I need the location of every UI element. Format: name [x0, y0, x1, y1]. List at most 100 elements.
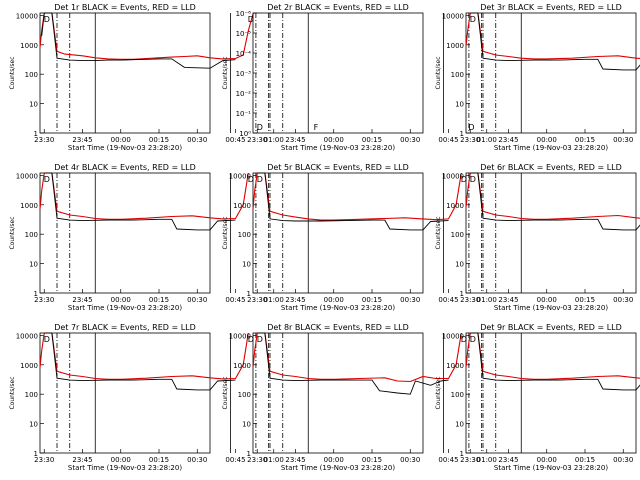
flag-marker: D	[470, 15, 476, 24]
y-tick-label: 10	[455, 421, 464, 429]
y-axis-label: Counts/sec	[9, 376, 16, 409]
plot-frame	[39, 172, 211, 294]
detector-panel-3: Det 3r BLACK = Events, RED = LLD Counts/s…	[435, 3, 640, 152]
detector-panel-6: Det 6r BLACK = Events, RED = LLD Counts/s…	[435, 163, 640, 312]
x-tick-label: 00:15	[149, 136, 169, 144]
lld-rate-line	[39, 12, 254, 60]
x-tick-label: 00:00	[111, 456, 131, 464]
flag-marker: D	[44, 335, 50, 344]
plot-frame	[465, 172, 637, 294]
x-tick-label: 00:30	[613, 136, 633, 144]
lld-rate-line	[465, 12, 640, 60]
x-tick-label: 23:30	[460, 296, 480, 304]
x-axis-label: Start Time (19-Nov-03 23:28:20)	[281, 304, 395, 312]
plot-frame	[252, 172, 424, 294]
x-tick-label: 23:30	[34, 456, 54, 464]
y-tick-label: 1000	[20, 362, 38, 370]
lld-rate-line	[465, 172, 640, 220]
panel-title: Det 7r BLACK = Events, RED = LLD	[54, 323, 196, 332]
y-axis-label: Counts/sec	[222, 216, 229, 249]
events-rate-line	[44, 172, 236, 231]
x-tick-label: 00:45	[438, 456, 458, 464]
y-tick-label: 1000	[233, 202, 251, 210]
detector-panel-2: Det 2r BLACK = Events, RED = LLD Counts/s…	[222, 3, 497, 152]
flag-marker: D	[248, 15, 254, 24]
y-tick-label: 10	[29, 261, 38, 269]
x-tick-label: 23:45	[72, 456, 92, 464]
x-tick-label: 00:00	[324, 456, 344, 464]
events-rate-line	[470, 172, 640, 231]
x-tick-label: 00:00	[111, 136, 131, 144]
y-tick-label: 10000	[442, 332, 464, 340]
y-axis-label: Counts/sec	[435, 216, 442, 249]
x-tick-label: 01:00	[264, 456, 284, 464]
x-tick-label: 23:30	[460, 456, 480, 464]
lld-rate-line	[252, 332, 462, 383]
x-tick-label: 00:15	[362, 296, 382, 304]
y-tick-label: 1000	[20, 42, 38, 50]
detector-panel-8: Det 8r BLACK = Events, RED = LLD Counts/s…	[222, 323, 497, 472]
x-tick-label: 23:45	[498, 136, 518, 144]
x-tick-label: 00:15	[575, 296, 595, 304]
x-tick-label: 00:30	[187, 136, 207, 144]
y-tick-label: 10	[242, 421, 251, 429]
y-tick-label: 1000	[20, 202, 38, 210]
x-axis-label: Start Time (19-Nov-03 23:28:20)	[281, 464, 395, 472]
flag-marker: D	[257, 335, 263, 344]
x-tick-label: 00:00	[324, 136, 344, 144]
x-tick-label: 23:30	[34, 296, 54, 304]
x-tick-label: 23:45	[285, 296, 305, 304]
y-tick-label: 1	[34, 450, 38, 458]
events-rate-line	[470, 332, 640, 391]
x-tick-label: 23:30	[247, 296, 267, 304]
y-tick-label: 100	[238, 231, 251, 239]
flag-marker: D	[248, 335, 254, 344]
flag-marker: D	[470, 335, 476, 344]
y-tick-label: 1000	[446, 202, 464, 210]
y-tick-label: 1	[34, 290, 38, 298]
y-tick-label: 10000	[442, 172, 464, 180]
panel-title: Det 2r BLACK = Events, RED = LLD	[267, 3, 409, 12]
x-tick-label: 00:30	[187, 296, 207, 304]
y-tick-label: 10000	[442, 12, 464, 20]
x-tick-label: 01:00	[264, 136, 284, 144]
x-axis-label: Start Time (19-Nov-03 23:28:20)	[68, 144, 182, 152]
x-tick-label: 23:30	[34, 136, 54, 144]
panel-title: Det 9r BLACK = Events, RED = LLD	[480, 323, 622, 332]
flag-marker: D	[44, 175, 50, 184]
y-tick-label: 1000	[446, 362, 464, 370]
x-tick-label: 00:30	[187, 456, 207, 464]
flag-marker: D	[257, 123, 263, 132]
x-tick-label: 23:45	[72, 296, 92, 304]
y-axis-label: Counts/sec	[9, 56, 16, 89]
panel-title: Det 5r BLACK = Events, RED = LLD	[267, 163, 409, 172]
x-tick-label: 01:00	[477, 136, 497, 144]
y-axis-label: Counts/sec	[222, 376, 229, 409]
y-tick-label: 10000	[16, 332, 38, 340]
panel-title: Det 1r BLACK = Events, RED = LLD	[54, 3, 196, 12]
panel-title: Det 3r BLACK = Events, RED = LLD	[480, 3, 622, 12]
lld-rate-line	[39, 332, 249, 380]
y-tick-label: 1	[34, 130, 38, 138]
panel-title: Det 8r BLACK = Events, RED = LLD	[267, 323, 409, 332]
x-tick-label: 01:00	[264, 296, 284, 304]
y-tick-label: 10⁻¹	[236, 110, 252, 118]
y-axis-label: Counts/sec	[435, 56, 442, 89]
plot-frame	[465, 332, 637, 454]
y-tick-label: 1000	[233, 362, 251, 370]
y-tick-label: 10⁻⁶	[236, 10, 252, 18]
events-rate-line	[257, 172, 449, 231]
y-tick-label: 10⁻²	[236, 90, 252, 98]
y-tick-label: 10⁰	[239, 130, 251, 138]
plot-frame	[465, 12, 637, 134]
y-tick-label: 100	[451, 391, 464, 399]
y-tick-label: 1	[460, 290, 464, 298]
x-tick-label: 23:30	[460, 136, 480, 144]
y-tick-label: 1	[460, 130, 464, 138]
y-tick-label: 10	[29, 101, 38, 109]
x-tick-label: 00:15	[362, 136, 382, 144]
x-tick-label: 00:30	[613, 296, 633, 304]
flag-marker: D	[257, 175, 263, 184]
panel-title: Det 4r BLACK = Events, RED = LLD	[54, 163, 196, 172]
flag-marker: D	[461, 335, 467, 344]
